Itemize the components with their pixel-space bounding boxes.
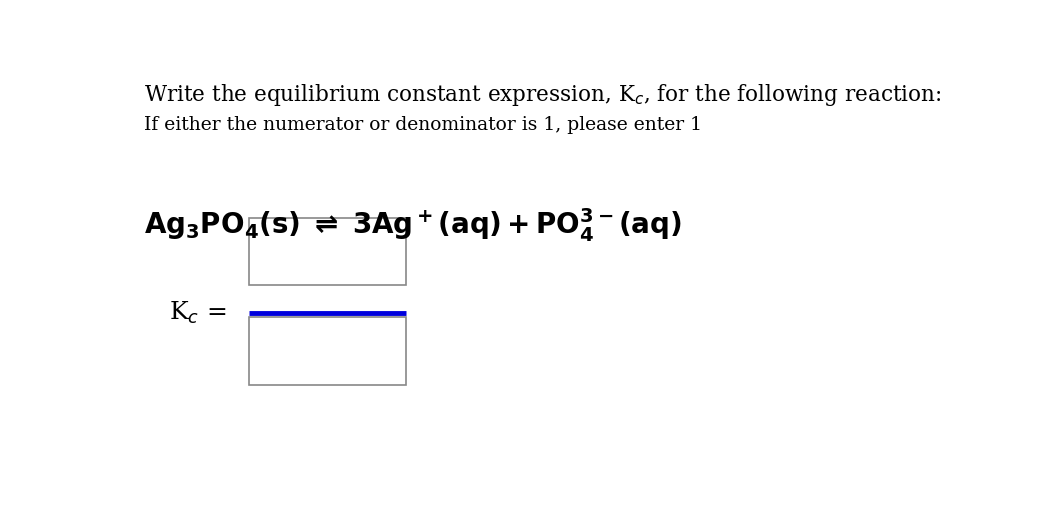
Text: $\bf{Ag_3PO_4(s)}$ $\bf{\rightleftharpoons}$ $\bf{3Ag^+(aq) + PO_4^{3-}(aq)}$: $\bf{Ag_3PO_4(s)}$ $\bf{\rightleftharpoo… (144, 205, 682, 243)
Bar (249, 218, 406, 285)
Text: Write the equilibrium constant expression, K$_c$, for the following reaction:: Write the equilibrium constant expressio… (144, 82, 941, 108)
Text: If either the numerator or denominator is 1, please enter 1: If either the numerator or denominator i… (144, 116, 702, 134)
Text: K$_c$ =: K$_c$ = (168, 300, 225, 326)
Bar (249, 317, 406, 384)
